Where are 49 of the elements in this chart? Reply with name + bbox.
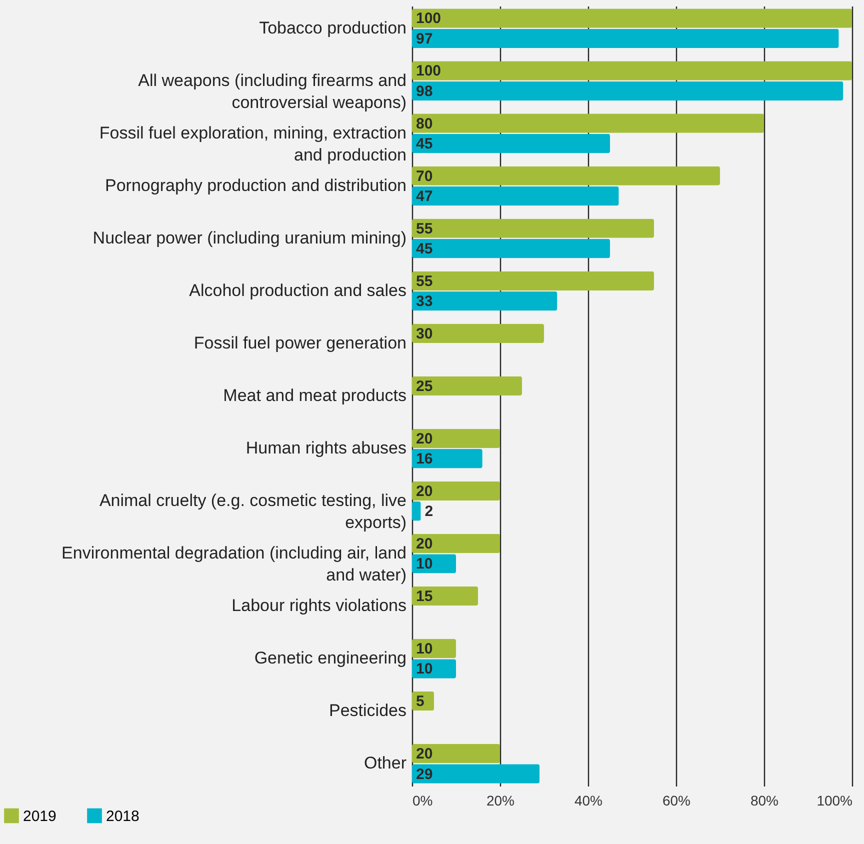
data-label: 80 — [416, 115, 433, 132]
data-label: 70 — [416, 168, 433, 185]
data-label: 10 — [416, 640, 433, 658]
data-label: 29 — [416, 766, 433, 783]
data-label: 15 — [416, 588, 433, 605]
y-tick-label: Genetic engineering — [254, 648, 406, 668]
data-label: 20 — [416, 535, 433, 552]
data-label: 33 — [416, 293, 433, 310]
data-label: 55 — [416, 220, 433, 238]
y-tick-label: All weapons (including firearms and controversial weapons) — [138, 70, 406, 112]
y-tick-label: Pesticides — [329, 701, 406, 720]
data-label: 30 — [416, 325, 433, 342]
x-tick-label: 100% — [816, 792, 852, 808]
y-tick-label: Meat and meat products — [223, 386, 406, 405]
data-label: 20 — [416, 746, 433, 763]
legend-label: 2019 — [23, 808, 56, 825]
data-label: 20 — [416, 482, 433, 500]
y-tick-label: Human rights abuses — [246, 438, 406, 458]
data-label: 16 — [416, 450, 433, 468]
y-tick-label: Fossil fuel power generation — [194, 333, 406, 352]
data-label: 20 — [416, 430, 433, 448]
data-label: 5 — [416, 693, 424, 710]
data-label: 10 — [416, 660, 433, 678]
data-label: 98 — [416, 82, 433, 100]
data-label: 100 — [416, 62, 442, 80]
y-tick-label: Labour rights violations — [232, 596, 406, 616]
data-label: 45 — [416, 135, 433, 152]
data-label: 47 — [416, 188, 433, 205]
data-label: 45 — [416, 240, 433, 258]
x-tick-label: 80% — [750, 792, 779, 808]
y-tick-label: Other — [364, 754, 407, 773]
x-tick-label: 60% — [662, 792, 691, 808]
y-tick-label: Environmental degradation (including air, land and water) — [62, 544, 406, 585]
x-tick-label: 0% — [412, 792, 433, 808]
x-tick-label: 40% — [574, 792, 603, 808]
x-tick-label: 20% — [486, 792, 515, 808]
legend-label: 2018 — [106, 808, 140, 825]
y-tick-label: Fossil fuel exploration, mining, extraction and production — [99, 123, 406, 164]
data-label: 2 — [424, 503, 434, 520]
data-label: 100 — [416, 10, 442, 28]
y-tick-label: Pornography production and distribution — [105, 176, 406, 195]
y-tick-label: Alcohol production and sales — [189, 280, 406, 300]
data-label: 97 — [416, 30, 433, 48]
data-label: 25 — [416, 378, 433, 395]
y-tick-label: Animal cruelty (e.g. cosmetic testing, live exports) — [99, 491, 406, 532]
data-label: 55 — [416, 272, 433, 290]
y-tick-label: Tobacco production — [259, 18, 406, 38]
y-tick-label: Nuclear power (including uranium mining) — [92, 228, 406, 248]
data-label: 10 — [416, 556, 433, 573]
